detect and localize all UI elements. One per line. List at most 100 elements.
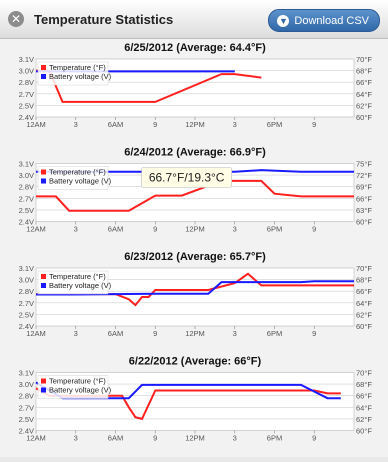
legend-swatch-battery (41, 283, 46, 288)
legend-swatch-temperature (41, 378, 46, 384)
legend-swatch-temperature (41, 274, 46, 279)
y-right-tick-label: 60°F (356, 113, 372, 122)
y-right-tick-label: 60°F (356, 322, 372, 331)
x-tick-label: 3 (74, 225, 78, 234)
y-left-tick-label: 2.7V (19, 403, 34, 412)
y-right-tick-label: 66°F (356, 392, 372, 401)
y-right-tick-label: 62°F (356, 310, 372, 319)
y-right-tick-label: 70°F (356, 369, 372, 378)
y-left-tick-label: 3.0V (19, 380, 34, 389)
tooltip-text: 66.7°F/19.3°C (149, 171, 225, 185)
charts-svg: 6/25/2012 (Average: 64.4°F)2.4V 60°F2.5V 6… (19, 42, 373, 443)
y-right-tick-label: 62°F (356, 415, 372, 424)
title-bar: ✕ Temperature Statistics ▼ Download CSV (0, 0, 388, 39)
y-right-tick-label: 66°F (356, 194, 372, 203)
y-right-tick-label: 75°F (356, 160, 372, 169)
x-tick-label: 3 (233, 225, 237, 234)
y-right-tick-label: 70°F (356, 264, 372, 273)
legend-box (37, 61, 109, 86)
x-tick-label: 9 (153, 120, 157, 129)
x-tick-label: 9 (312, 225, 316, 234)
y-left-tick-label: 3.1V (19, 160, 34, 169)
y-left-tick-label: 2.4V (19, 322, 34, 331)
x-tick-label: 9 (153, 225, 157, 234)
y-left-tick-label: 2.4V (19, 113, 34, 122)
x-tick-label: 12PM (185, 329, 205, 338)
y-right-tick-label: 64°F (356, 403, 372, 412)
y-left-tick-label: 2.5V (19, 101, 34, 110)
legend-swatch-temperature (41, 65, 46, 70)
x-tick-label: 6PM (267, 329, 282, 338)
legend-swatch-temperature (41, 169, 46, 175)
x-tick-label: 3 (74, 329, 78, 338)
chart-title: 6/24/2012 (Average: 66.9°F) (124, 147, 266, 159)
legend-label: Battery voltage (V) (49, 177, 112, 186)
x-tick-label: 3 (74, 120, 78, 129)
tooltip-box (141, 167, 232, 188)
legend-label: Battery voltage (V) (49, 72, 112, 81)
legend-label: Battery voltage (V) (49, 281, 112, 290)
y-left-tick-label: 2.5V (19, 415, 34, 424)
legend-box (37, 375, 109, 399)
download-csv-label: Download CSV (294, 14, 369, 27)
y-left-tick-label: 2.8V (19, 392, 34, 401)
chart-title: 6/25/2012 (Average: 64.4°F) (124, 42, 266, 54)
legend-label: Temperature (°F) (49, 63, 106, 72)
x-tick-label: 9 (312, 434, 316, 443)
y-left-tick-label: 2.4V (19, 427, 34, 436)
close-icon[interactable]: ✕ (8, 11, 24, 27)
y-right-tick-label: 70°F (356, 55, 372, 64)
x-tick-label: 9 (153, 329, 157, 338)
y-right-tick-label: 64°F (356, 90, 372, 99)
chart-title: 6/23/2012 (Average: 65.7°F) (124, 251, 266, 263)
download-csv-button[interactable]: ▼ Download CSV (268, 9, 380, 32)
y-right-tick-label: 69°F (356, 183, 372, 192)
x-tick-label: 3 (233, 434, 237, 443)
legend-label: Temperature (°F) (49, 168, 106, 177)
y-left-tick-label: 2.7V (19, 299, 34, 308)
x-tick-label: 3 (233, 120, 237, 129)
chevron-down-icon: ▼ (277, 14, 290, 27)
x-tick-label: 9 (312, 120, 316, 129)
legend: Temperature (°F)Battery voltage (V) (37, 375, 112, 399)
temperature-series-line (36, 179, 354, 212)
x-tick-label: 9 (153, 434, 157, 443)
y-right-tick-label: 60°F (356, 427, 372, 436)
y-left-tick-label: 2.4V (19, 218, 34, 227)
y-left-tick-label: 2.8V (19, 78, 34, 87)
y-left-tick-label: 3.0V (19, 67, 34, 76)
y-right-tick-label: 68°F (356, 276, 372, 285)
x-tick-label: 12AM (26, 120, 46, 129)
legend-box (37, 270, 109, 295)
window-title: Temperature Statistics (34, 12, 174, 27)
chart-panel: 6/23/2012 (Average: 65.7°F) 2.4V 60°F 2.5V 6… (19, 251, 373, 338)
legend: Temperature (°F)Battery voltage (V) (37, 61, 112, 86)
y-left-tick-label: 2.7V (19, 194, 34, 203)
y-left-tick-label: 2.5V (19, 310, 34, 319)
y-left-tick-label: 3.1V (19, 369, 34, 378)
y-left-tick-label: 3.1V (19, 264, 34, 273)
y-left-tick-label: 2.7V (19, 90, 34, 99)
battery-series-line (36, 280, 354, 296)
x-tick-label: 6AM (108, 225, 123, 234)
x-tick-label: 12PM (185, 434, 205, 443)
y-right-tick-label: 68°F (356, 380, 372, 389)
x-tick-label: 6PM (267, 434, 282, 443)
y-right-tick-label: 72°F (356, 171, 372, 180)
legend-swatch-battery (41, 387, 46, 393)
x-tick-label: 6AM (108, 120, 123, 129)
x-tick-label: 12AM (26, 434, 46, 443)
y-right-tick-label: 64°F (356, 299, 372, 308)
legend-label: Temperature (°F) (49, 272, 106, 281)
y-right-tick-label: 66°F (356, 78, 372, 87)
x-tick-label: 3 (233, 329, 237, 338)
y-right-tick-label: 63°F (356, 206, 372, 215)
x-tick-label: 6PM (267, 225, 282, 234)
legend-label: Temperature (°F) (49, 377, 106, 386)
chart-panel: 6/24/2012 (Average: 66.9°F) 2.4V 60°F 2.5V 6… (19, 147, 373, 234)
legend-swatch-battery (41, 178, 46, 184)
x-tick-label: 6AM (108, 434, 123, 443)
y-right-tick-label: 68°F (356, 67, 372, 76)
chart-title: 6/22/2012 (Average: 66°F) (129, 356, 262, 368)
